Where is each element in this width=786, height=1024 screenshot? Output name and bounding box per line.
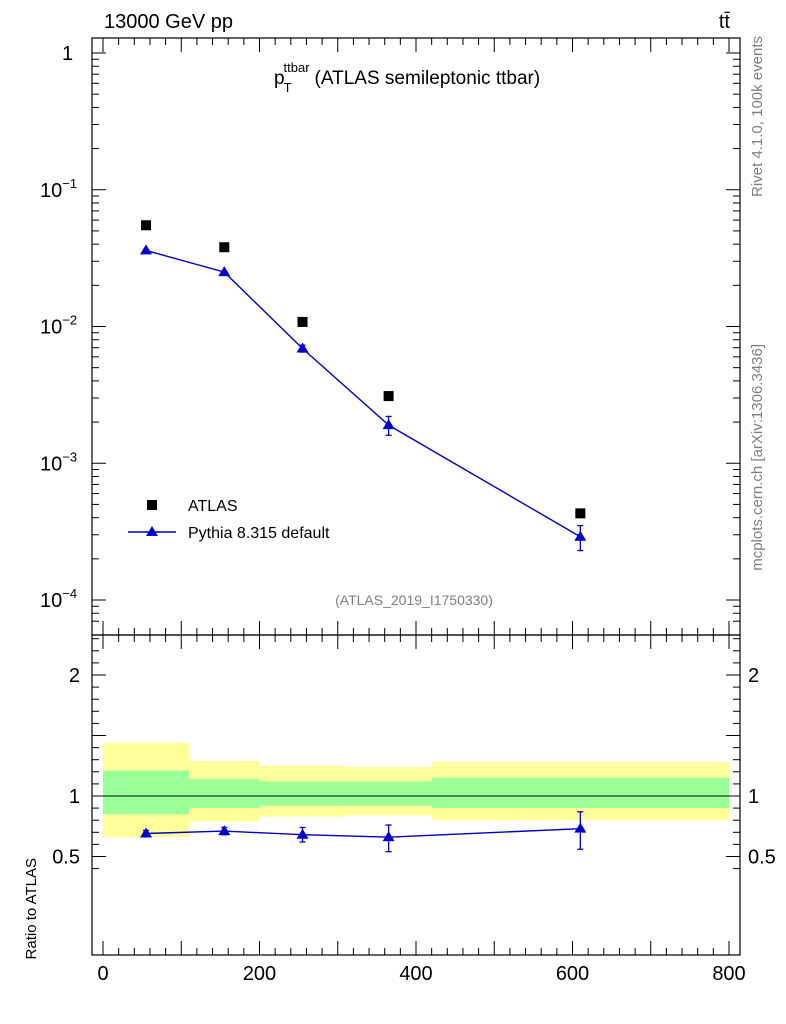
ratio-ytick-label-left-1: 1 [69,786,80,808]
analysis-watermark: (ATLAS_2019_I1750330) [335,592,493,608]
header-process-label: tt̄ [719,11,731,33]
atlas-point-0 [141,220,152,231]
main-ytick-base-3: 10 [40,180,62,202]
xtick-label-0: 0 [97,963,108,985]
ratio-ytick-label-right-1: 1 [748,786,759,808]
xtick-label-4: 800 [712,963,745,985]
atlas-point-4 [575,508,586,519]
legend-pythia-marker [146,526,158,536]
xtick-label-2: 400 [399,963,432,985]
axis-labels: 10−410−310−210−110.5 0.51 12 20 200 400 600 800 [40,43,776,985]
pythia-point-1 [218,266,231,277]
ratio-ytick-label-right-0: 0.5 [748,847,776,869]
title-symbol: p [274,68,285,89]
pythia-point-3 [382,419,395,430]
ratio-ylabel: Ratio to ATLAS [23,858,40,959]
ratio-ytick-label-right-2: 2 [748,665,759,687]
ratio-bands [103,742,729,838]
ratio-band-green-3 [345,781,432,806]
main-ytick-base-2: 10 [40,317,62,339]
pythia-point-2 [296,342,309,353]
main-series-layer [140,220,587,552]
pythia-line [145,249,581,538]
side-rivet-label: Rivet 4.1.0, 100k events [749,36,766,197]
legend: ATLAS Pythia 8.315 default [128,498,330,542]
side-mcplots-label: mcplots.cern.ch [arXiv:1306.3436] [749,344,766,571]
ratio-point-1 [218,825,231,836]
legend-atlas-label: ATLAS [188,498,238,515]
title-subscript: T [284,80,292,95]
ratio-line [146,827,581,838]
main-ytick-base-1: 10 [40,453,62,475]
xtick-label-3: 600 [556,963,589,985]
axis-ticks [92,38,740,955]
ratio-ytick-label-left-2: 2 [69,665,80,687]
main-ytick-base-0: 10 [40,590,62,612]
legend-pythia-label: Pythia 8.315 default [188,525,330,542]
pythia-point-4 [574,530,587,541]
main-ytick-label-1: 10−3 [40,449,77,475]
ratio-band-green-4 [431,777,729,809]
title-superscript: ttbar [284,60,311,75]
ratio-series-layer [140,811,587,853]
main-ytick-exp-0: −4 [62,586,77,601]
main-title: pTttbar (ATLAS semileptonic ttbar) [274,60,540,95]
atlas-point-1 [219,242,230,253]
ratio-band-green-0 [103,770,190,815]
ratio-point-3 [382,831,395,842]
pythia-point-0 [140,244,153,255]
ratio-point-2 [296,828,309,839]
ratio-ytick-label-left-0: 0.5 [52,847,80,869]
ratio-band-green-2 [259,781,346,806]
atlas-point-2 [297,316,308,327]
ratio-point-0 [140,827,153,838]
main-ytick-base-4: 1 [62,43,73,65]
legend-atlas-marker [147,500,157,510]
xtick-label-1: 200 [243,963,276,985]
ratio-band-green-1 [189,779,260,809]
main-ytick-exp-2: −2 [62,313,77,328]
atlas-point-3 [383,391,394,402]
header-energy-label: 13000 GeV pp [104,11,233,33]
main-ytick-label-4: 1 [62,43,73,65]
main-ytick-label-3: 10−1 [40,176,77,202]
main-ytick-label-2: 10−2 [40,313,77,339]
main-ytick-exp-1: −3 [62,449,77,464]
main-frame [91,37,741,636]
main-ytick-label-0: 10−4 [40,586,77,612]
title-text: (ATLAS semileptonic ttbar) [315,68,541,89]
ratio-point-4 [574,822,587,833]
main-ytick-exp-3: −1 [62,176,77,191]
